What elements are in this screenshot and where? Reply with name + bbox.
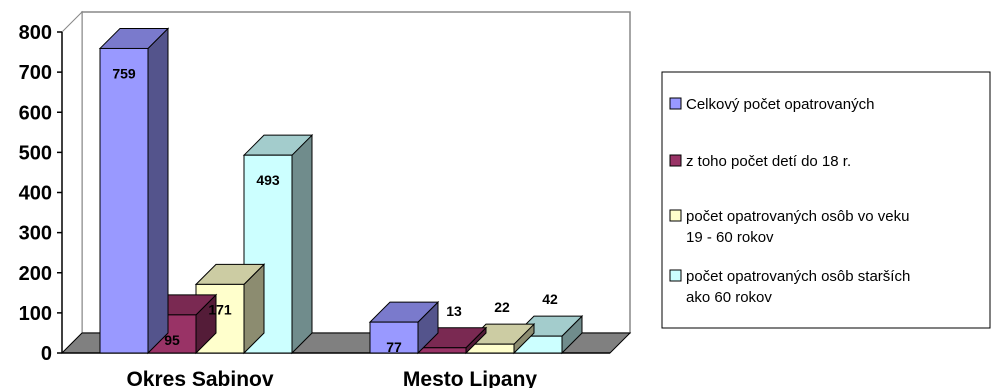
y-axis-ticks: 0 100 200 300 400 500 600 700 800 [19,22,62,365]
y-tick-label: 400 [19,183,52,205]
legend-label: Celkový počet opatrovaných [686,96,874,113]
data-label: 759 [112,65,136,81]
legend-label: z toho počet detí do 18 r. [686,153,851,170]
category-label: Okres Sabinov [126,368,273,388]
data-label: 13 [446,303,462,319]
legend-label: 19 - 60 rokov [686,229,774,246]
data-label: 493 [256,172,280,188]
legend-label: počet opatrovaných osôb starších [686,268,910,285]
category-label: Mesto Lipany [403,368,538,388]
data-labels: 759 95 171 493 77 13 22 42 [112,65,558,355]
bar-side [291,133,313,355]
y-tick-label: 800 [19,22,52,44]
bar [417,347,467,354]
plot-side-wall [61,10,83,355]
data-label: 42 [542,291,558,307]
y-tick-label: 300 [19,223,52,245]
bars [98,27,584,355]
y-tick-label: 200 [19,263,52,285]
legend-box [661,71,991,329]
bar [369,321,419,354]
legend-swatch [669,154,682,167]
data-label: 95 [164,332,180,348]
legend-swatch [669,97,682,110]
data-label: 77 [386,339,402,355]
y-tick-label: 700 [19,62,52,84]
legend-swatch [669,269,682,282]
y-tick-label: 0 [41,343,52,365]
bar [99,47,149,354]
data-label: 171 [208,301,232,317]
y-tick-label: 100 [19,303,52,325]
legend-label: počet opatrovaných osôb vo veku [686,208,909,225]
y-tick-label: 600 [19,102,52,124]
bar-side [147,27,169,355]
category-labels: Okres Sabinov Mesto Lipany [126,368,537,388]
legend-swatch [669,209,682,222]
legend-label: ako 60 rokov [686,289,772,306]
y-tick-label: 500 [19,142,52,164]
legend: Celkový počet opatrovaných z toho počet d… [669,96,910,306]
data-label: 22 [494,299,510,315]
